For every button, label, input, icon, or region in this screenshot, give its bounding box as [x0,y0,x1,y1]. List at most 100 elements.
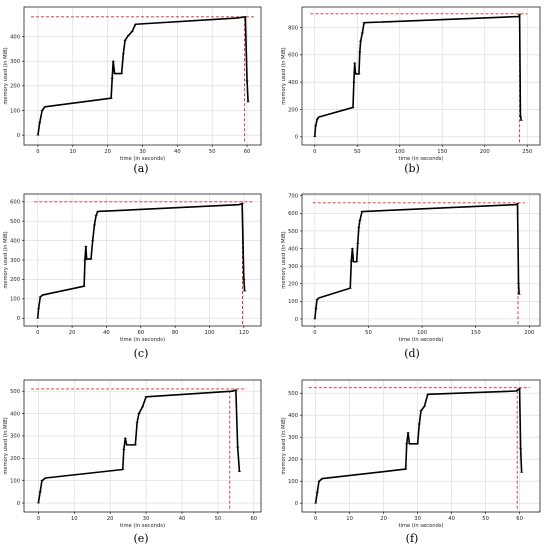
y-axis-label: memory used (in MiB) [3,47,9,104]
y-axis-label: memory used (in MiB) [3,417,9,474]
x-axis-label: time (in seconds) [399,523,444,529]
panel-caption: (c) [134,347,149,360]
x-axis-label: time (in seconds) [120,337,165,343]
y-axis-label: memory used (in MiB) [281,231,287,288]
x-tick-label: 30 [143,516,150,522]
y-tick-label: 0 [17,133,20,139]
y-tick-label: 200 [288,282,298,288]
x-tick-label: 40 [174,149,181,155]
x-tick-label: 40 [179,516,186,522]
y-tick-label: 200 [288,107,298,113]
x-tick-label: 50 [482,516,489,522]
x-tick-label: 150 [437,149,447,155]
y-tick-label: 200 [288,457,298,463]
y-tick-label: 0 [295,501,298,507]
y-tick-label: 400 [288,413,298,419]
y-tick-label: 300 [10,258,20,264]
x-tick-label: 100 [417,330,427,336]
x-tick-label: 20 [107,516,114,522]
chart-panel-e: 0 10 20 30 40 50 60 0 100 200 300 400 500 time (in se… [3,379,262,545]
y-tick-label: 500 [288,391,298,397]
panel-caption: (e) [133,532,148,545]
y-tick-label: 600 [288,53,298,59]
x-tick-label: 250 [522,149,532,155]
y-tick-label: 400 [10,238,20,244]
x-tick-label: 50 [215,516,222,522]
x-tick-label: 120 [239,330,249,336]
x-tick-label: 200 [480,149,490,155]
plot-frame [23,379,262,513]
panel-caption: (a) [133,162,148,175]
y-tick-label: 300 [288,435,298,441]
y-axis-label: memory used (in MiB) [3,231,9,288]
series-line [37,389,241,504]
y-tick-label: 200 [10,456,20,462]
panel-caption: (d) [404,347,420,360]
y-tick-label: 300 [10,59,20,65]
x-tick-label: 0 [36,330,39,336]
x-tick-label: 60 [251,516,258,522]
y-tick-label: 500 [288,229,298,235]
x-tick-label: 0 [37,516,40,522]
series-line [37,16,249,136]
y-tick-label: 0 [17,501,20,507]
x-tick-label: 10 [346,516,353,522]
x-tick-label: 0 [313,149,316,155]
plot-frame [301,6,541,146]
series-line [314,202,520,320]
x-tick-label: 30 [139,149,146,155]
x-tick-label: 10 [69,149,76,155]
y-tick-label: 100 [288,299,298,305]
x-tick-label: 40 [103,330,110,336]
chart-panel-f: 0 10 20 30 40 50 60 0 100 200 300 400 500 time (in se… [281,379,541,545]
y-tick-label: 800 [288,25,298,31]
y-tick-label: 600 [10,200,20,206]
x-tick-label: 60 [244,149,251,155]
x-tick-label: 60 [137,330,144,336]
x-tick-label: 80 [172,330,179,336]
series-line [313,13,523,137]
x-tick-label: 150 [471,330,481,336]
y-tick-label: 100 [10,297,20,303]
x-tick-label: 40 [448,516,455,522]
chart-panel-d: 0 50 100 150 200 0 100 200 300 400 500 600 700 time (… [281,193,541,360]
x-tick-label: 30 [414,516,421,522]
chart-panel-c: 0 20 40 60 80 100 120 0 100 200 300 400 500 600 time (… [3,193,262,360]
series-line [314,387,523,504]
y-tick-label: 500 [10,389,20,395]
y-tick-label: 100 [10,108,20,114]
panel-caption: (f) [406,532,419,545]
x-tick-label: 10 [71,516,78,522]
y-tick-label: 300 [288,264,298,270]
x-tick-label: 0 [36,149,39,155]
x-axis-label: time (in seconds) [399,337,444,343]
plot-frame [301,193,541,327]
x-tick-label: 100 [395,149,405,155]
y-tick-label: 400 [288,246,298,252]
x-tick-label: 20 [104,149,111,155]
x-axis-label: time (in seconds) [120,523,165,529]
plot-frame [301,379,541,513]
panel-caption: (b) [404,162,420,175]
x-tick-label: 0 [314,516,317,522]
y-tick-label: 400 [10,411,20,417]
x-tick-label: 20 [380,516,387,522]
y-tick-label: 0 [295,317,298,323]
x-tick-label: 200 [524,330,534,336]
chart-panel-a: 0 10 20 30 40 50 60 0 100 200 300 400 time (in secon… [3,6,262,175]
x-axis-label: time (in seconds) [399,156,444,162]
y-tick-label: 400 [10,34,20,40]
chart-panel-b: 0 50 100 150 200 250 0 200 400 600 800 time (in sec… [281,6,541,175]
x-tick-label: 50 [209,149,216,155]
y-tick-label: 700 [288,194,298,200]
x-tick-label: 100 [205,330,215,336]
x-tick-label: 20 [69,330,76,336]
x-tick-label: 0 [313,330,316,336]
y-tick-label: 300 [10,434,20,440]
y-tick-label: 200 [10,84,20,90]
x-tick-label: 50 [365,330,372,336]
y-axis-label: memory used (in MiB) [281,47,287,104]
y-tick-label: 100 [10,478,20,484]
y-tick-label: 100 [288,479,298,485]
